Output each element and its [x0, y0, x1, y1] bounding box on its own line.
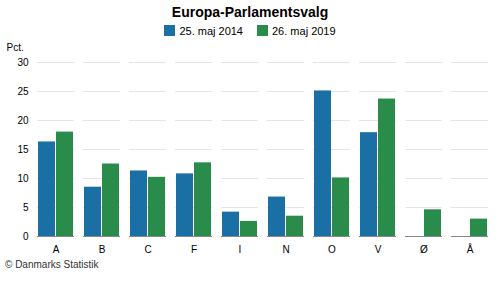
html-text:25. maj 2014: 25. maj 2014 [179, 25, 243, 37]
svg-text:30: 30 [17, 57, 29, 68]
svg-text:N: N [282, 244, 289, 255]
svg-text:C: C [144, 244, 151, 255]
svg-text:F: F [191, 244, 197, 255]
svg-text:15: 15 [17, 144, 29, 155]
svg-text:B: B [99, 244, 106, 255]
svg-text:20: 20 [17, 115, 29, 126]
svg-text:Ø: Ø [420, 244, 428, 255]
svg-text:I: I [239, 244, 242, 255]
svg-text:5: 5 [23, 202, 29, 213]
svg-text:0: 0 [23, 231, 29, 242]
html-text:Europa-Parlamentsvalg: Europa-Parlamentsvalg [171, 4, 329, 20]
svg-text:10: 10 [17, 173, 29, 184]
svg-text:Pct.: Pct. [7, 42, 24, 53]
svg-text:O: O [328, 244, 336, 255]
svg-text:25: 25 [17, 86, 29, 97]
html-text:26. maj 2019: 26. maj 2019 [272, 25, 336, 37]
svg-text:V: V [375, 244, 382, 255]
svg-text:A: A [53, 244, 60, 255]
html-text:© Danmarks Statistik: © Danmarks Statistik [5, 259, 99, 270]
svg-text:Å: Å [467, 243, 474, 255]
